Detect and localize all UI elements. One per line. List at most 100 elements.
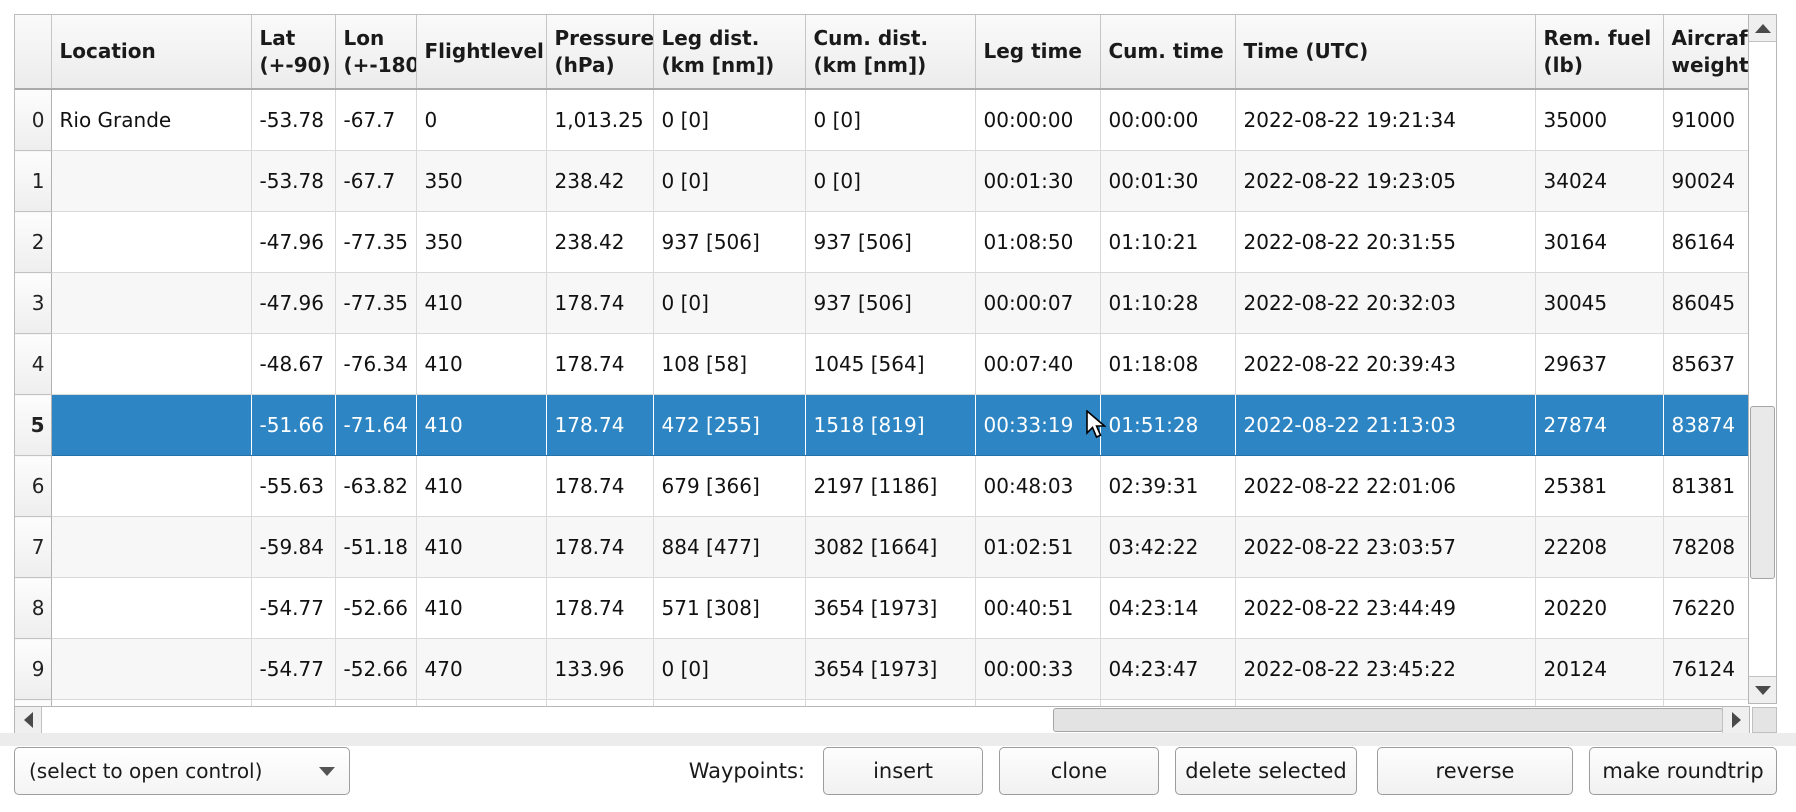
cell-cum-dist[interactable]: 3654 [1973] [805,577,976,639]
cell-pressure[interactable]: 178.74 [546,394,654,456]
cell-aircraft-weight[interactable]: 90024 [1663,150,1749,212]
cell-cum-time[interactable]: 04:23:14 [1100,577,1236,639]
cell-flightlevel[interactable]: 410 [416,272,547,334]
cell-lat[interactable]: -55.63 [251,455,336,517]
cell-aircraft-weight[interactable]: 85637 [1663,333,1749,395]
cell-cum-time[interactable]: 03:42:22 [1100,516,1236,578]
cell-leg-time[interactable]: 00:40:51 [975,577,1101,639]
cell-cum-dist[interactable]: 1518 [819] [805,394,976,456]
row-index-header[interactable]: 3 [15,272,52,334]
cell-location[interactable] [51,577,252,639]
cell-lon[interactable]: -63.82 [335,455,417,517]
cell-cum-dist[interactable]: 1045 [564] [805,333,976,395]
make-roundtrip-button[interactable]: make roundtrip [1589,747,1777,795]
cell-flightlevel[interactable]: 410 [416,333,547,395]
cell-cum-time[interactable]: 01:10:28 [1100,272,1236,334]
cell-rem-fuel[interactable]: 30164 [1535,211,1664,273]
column-header-location[interactable]: Location [51,15,252,90]
cell-lon[interactable]: -52.66 [335,577,417,639]
cell-aircraft-weight[interactable]: 83874 [1663,394,1749,456]
column-header-lon[interactable]: Lon (+-180) [335,15,417,90]
column-header-time-utc[interactable]: Time (UTC) [1235,15,1536,90]
cell-leg-time[interactable]: 01:02:51 [975,516,1101,578]
cell-pressure[interactable]: 178.74 [546,272,654,334]
cell-location[interactable] [51,516,252,578]
cell-cum-time[interactable]: 04:23:47 [1100,638,1236,700]
cell-cum-dist[interactable]: 0 [0] [805,150,976,212]
cell-leg-time[interactable]: 00:33:19 [975,394,1101,456]
column-header-cum-dist[interactable]: Cum. dist. (km [nm]) [805,15,976,90]
cell-location[interactable] [51,455,252,517]
cell-location[interactable] [51,394,252,456]
cell-leg-dist[interactable]: 472 [255] [653,394,806,456]
cell-cum-time[interactable] [1100,699,1236,706]
cell-lon[interactable]: -77.35 [335,211,417,273]
cell-cum-time[interactable]: 01:18:08 [1100,333,1236,395]
vertical-scrollbar[interactable] [1748,14,1777,704]
cell-leg-time[interactable]: 00:48:03 [975,455,1101,517]
row-index-header[interactable]: 7 [15,516,52,578]
cell-location[interactable]: Rio Grande [51,89,252,151]
cell-lon[interactable]: -67.7 [335,89,417,151]
cell-cum-dist[interactable]: 937 [506] [805,272,976,334]
cell-leg-time[interactable]: 00:00:33 [975,638,1101,700]
cell-lat[interactable]: -54.77 [251,638,336,700]
cell-flightlevel[interactable]: 350 [416,150,547,212]
cell-cum-time[interactable]: 02:39:31 [1100,455,1236,517]
cell-time-utc[interactable]: 2022-08-22 20:32:03 [1235,272,1536,334]
cell-location[interactable] [51,699,252,706]
cell-cum-time[interactable]: 00:00:00 [1100,89,1236,151]
cell-lon[interactable]: -67.7 [335,150,417,212]
cell-cum-time[interactable]: 01:10:21 [1100,211,1236,273]
scroll-up-button[interactable] [1749,15,1776,42]
cell-rem-fuel[interactable]: 20124 [1535,638,1664,700]
cell-pressure[interactable]: 178.74 [546,516,654,578]
reverse-button[interactable]: reverse [1377,747,1573,795]
cell-lat[interactable]: -47.96 [251,211,336,273]
cell-rem-fuel[interactable] [1535,699,1664,706]
cell-leg-time[interactable]: 00:00:07 [975,272,1101,334]
scroll-right-button[interactable] [1722,707,1749,733]
insert-button[interactable]: insert [823,747,983,795]
column-header-leg-dist[interactable]: Leg dist. (km [nm]) [653,15,806,90]
cell-time-utc[interactable] [1235,699,1536,706]
cell-lon[interactable]: -52.66 [335,638,417,700]
column-header-cum-time[interactable]: Cum. time [1100,15,1236,90]
cell-cum-dist[interactable]: 3654 [1973] [805,638,976,700]
cell-flightlevel[interactable]: 410 [416,394,547,456]
cell-lat[interactable]: -53.78 [251,150,336,212]
column-header-rem-fuel[interactable]: Rem. fuel (lb) [1535,15,1664,90]
cell-flightlevel[interactable] [416,699,547,706]
column-header-leg-time[interactable]: Leg time [975,15,1101,90]
cell-aircraft-weight[interactable] [1663,699,1749,706]
cell-leg-dist[interactable]: 108 [58] [653,333,806,395]
row-index-header[interactable]: 0 [15,89,52,151]
cell-aircraft-weight[interactable]: 78208 [1663,516,1749,578]
cell-aircraft-weight[interactable]: 91000 [1663,89,1749,151]
scroll-down-button[interactable] [1749,676,1776,703]
cell-time-utc[interactable]: 2022-08-22 23:45:22 [1235,638,1536,700]
cell-time-utc[interactable]: 2022-08-22 23:44:49 [1235,577,1536,639]
cell-pressure[interactable]: 178.74 [546,455,654,517]
clone-button[interactable]: clone [999,747,1159,795]
column-header-aircraft-weight[interactable]: Aircraft weight [1663,15,1749,90]
cell-leg-dist[interactable] [653,699,806,706]
cell-lat[interactable]: -59.84 [251,516,336,578]
cell-time-utc[interactable]: 2022-08-22 23:03:57 [1235,516,1536,578]
cell-aircraft-weight[interactable]: 86164 [1663,211,1749,273]
cell-aircraft-weight[interactable]: 86045 [1663,272,1749,334]
cell-time-utc[interactable]: 2022-08-22 19:21:34 [1235,89,1536,151]
column-header-lat[interactable]: Lat (+-90) [251,15,336,90]
cell-flightlevel[interactable]: 410 [416,455,547,517]
open-control-dropdown[interactable]: (select to open control) [14,747,350,795]
cell-location[interactable] [51,333,252,395]
cell-rem-fuel[interactable]: 27874 [1535,394,1664,456]
row-index-header[interactable] [15,699,52,706]
cell-lon[interactable]: -51.18 [335,516,417,578]
cell-lon[interactable]: -76.34 [335,333,417,395]
vertical-scrollbar-thumb[interactable] [1750,406,1775,579]
cell-pressure[interactable]: 238.42 [546,150,654,212]
cell-aircraft-weight[interactable]: 81381 [1663,455,1749,517]
cell-time-utc[interactable]: 2022-08-22 20:31:55 [1235,211,1536,273]
cell-flightlevel[interactable]: 410 [416,516,547,578]
